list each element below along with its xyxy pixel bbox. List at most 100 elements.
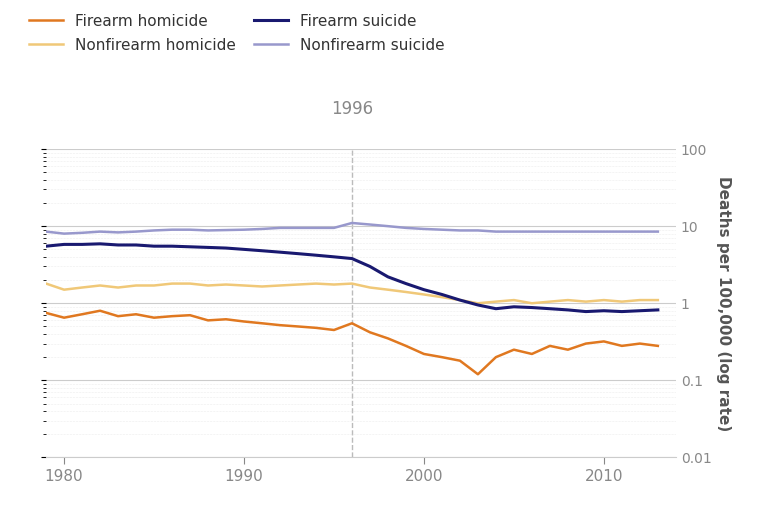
Nonfirearm suicide bbox=[347, 220, 356, 226]
Nonfirearm homicide bbox=[240, 282, 249, 288]
Firearm homicide bbox=[473, 371, 482, 377]
Firearm suicide bbox=[59, 241, 68, 247]
Firearm homicide bbox=[150, 315, 159, 321]
Nonfirearm suicide bbox=[41, 229, 51, 235]
Nonfirearm suicide bbox=[581, 229, 591, 235]
Nonfirearm homicide bbox=[635, 297, 644, 303]
Nonfirearm homicide bbox=[78, 284, 87, 290]
Nonfirearm suicide bbox=[276, 225, 285, 231]
Firearm homicide bbox=[240, 318, 249, 324]
Nonfirearm homicide bbox=[654, 297, 663, 303]
Nonfirearm suicide bbox=[114, 229, 123, 235]
Firearm homicide bbox=[419, 351, 429, 357]
Firearm suicide bbox=[455, 297, 465, 303]
Nonfirearm suicide bbox=[455, 227, 465, 233]
Firearm homicide bbox=[635, 340, 644, 346]
Nonfirearm homicide bbox=[347, 281, 356, 287]
Nonfirearm suicide bbox=[78, 230, 87, 236]
Firearm homicide bbox=[41, 310, 51, 316]
Nonfirearm homicide bbox=[311, 281, 320, 287]
Firearm homicide bbox=[437, 354, 446, 360]
Legend: Firearm homicide, Nonfirearm homicide, Firearm suicide, Nonfirearm suicide: Firearm homicide, Nonfirearm homicide, F… bbox=[23, 8, 451, 59]
Nonfirearm homicide bbox=[150, 282, 159, 288]
Nonfirearm suicide bbox=[204, 227, 213, 233]
Nonfirearm suicide bbox=[131, 229, 141, 235]
Firearm suicide bbox=[654, 307, 663, 313]
Firearm homicide bbox=[366, 329, 375, 336]
Firearm suicide bbox=[437, 291, 446, 298]
Firearm suicide bbox=[257, 248, 266, 254]
Nonfirearm homicide bbox=[455, 297, 465, 303]
Nonfirearm homicide bbox=[402, 289, 411, 295]
Nonfirearm suicide bbox=[402, 225, 411, 231]
Nonfirearm suicide bbox=[150, 227, 159, 233]
Firearm homicide bbox=[545, 343, 554, 349]
Nonfirearm suicide bbox=[654, 229, 663, 235]
Nonfirearm homicide bbox=[437, 294, 446, 300]
Firearm homicide bbox=[402, 343, 411, 349]
Nonfirearm homicide bbox=[185, 281, 194, 287]
Nonfirearm homicide bbox=[473, 300, 482, 306]
Firearm homicide bbox=[114, 313, 123, 319]
Firearm suicide bbox=[167, 243, 177, 249]
Firearm homicide bbox=[617, 343, 627, 349]
Firearm suicide bbox=[473, 302, 482, 308]
Nonfirearm homicide bbox=[257, 283, 266, 289]
Nonfirearm homicide bbox=[59, 287, 68, 293]
Firearm suicide bbox=[78, 241, 87, 247]
Nonfirearm suicide bbox=[329, 225, 339, 231]
Firearm suicide bbox=[204, 244, 213, 250]
Nonfirearm suicide bbox=[240, 227, 249, 233]
Nonfirearm homicide bbox=[545, 299, 554, 305]
Firearm homicide bbox=[654, 343, 663, 349]
Nonfirearm homicide bbox=[492, 299, 501, 305]
Firearm suicide bbox=[528, 304, 537, 310]
Firearm suicide bbox=[509, 304, 518, 310]
Nonfirearm suicide bbox=[545, 229, 554, 235]
Nonfirearm suicide bbox=[257, 226, 266, 232]
Nonfirearm homicide bbox=[329, 282, 339, 288]
Firearm suicide bbox=[563, 307, 572, 313]
Nonfirearm homicide bbox=[366, 284, 375, 290]
Nonfirearm suicide bbox=[366, 222, 375, 228]
Firearm homicide bbox=[59, 315, 68, 321]
Firearm homicide bbox=[581, 340, 591, 346]
Nonfirearm homicide bbox=[293, 282, 303, 288]
Line: Firearm homicide: Firearm homicide bbox=[46, 311, 658, 374]
Firearm homicide bbox=[131, 311, 141, 317]
Nonfirearm homicide bbox=[95, 282, 104, 288]
Nonfirearm suicide bbox=[509, 229, 518, 235]
Firearm suicide bbox=[419, 287, 429, 293]
Firearm suicide bbox=[41, 243, 51, 249]
Firearm suicide bbox=[581, 308, 591, 315]
Firearm suicide bbox=[329, 254, 339, 260]
Firearm suicide bbox=[131, 242, 141, 248]
Firearm homicide bbox=[528, 351, 537, 357]
Nonfirearm homicide bbox=[204, 282, 213, 288]
Nonfirearm homicide bbox=[276, 282, 285, 288]
Nonfirearm homicide bbox=[419, 291, 429, 298]
Firearm suicide bbox=[366, 263, 375, 269]
Nonfirearm suicide bbox=[293, 225, 303, 231]
Firearm suicide bbox=[617, 308, 627, 315]
Line: Nonfirearm suicide: Nonfirearm suicide bbox=[46, 223, 658, 234]
Firearm homicide bbox=[276, 322, 285, 328]
Firearm suicide bbox=[185, 244, 194, 250]
Text: 1996: 1996 bbox=[331, 100, 373, 118]
Nonfirearm suicide bbox=[528, 229, 537, 235]
Firearm homicide bbox=[383, 335, 392, 341]
Nonfirearm suicide bbox=[185, 227, 194, 233]
Nonfirearm suicide bbox=[563, 229, 572, 235]
Nonfirearm homicide bbox=[114, 284, 123, 290]
Firearm suicide bbox=[492, 306, 501, 312]
Firearm homicide bbox=[221, 316, 230, 322]
Firearm homicide bbox=[492, 354, 501, 360]
Firearm homicide bbox=[599, 338, 608, 344]
Firearm homicide bbox=[509, 346, 518, 353]
Firearm homicide bbox=[347, 320, 356, 326]
Nonfirearm homicide bbox=[617, 299, 627, 305]
Firearm suicide bbox=[347, 255, 356, 262]
Nonfirearm homicide bbox=[41, 281, 51, 287]
Nonfirearm homicide bbox=[528, 300, 537, 306]
Line: Nonfirearm homicide: Nonfirearm homicide bbox=[46, 284, 658, 303]
